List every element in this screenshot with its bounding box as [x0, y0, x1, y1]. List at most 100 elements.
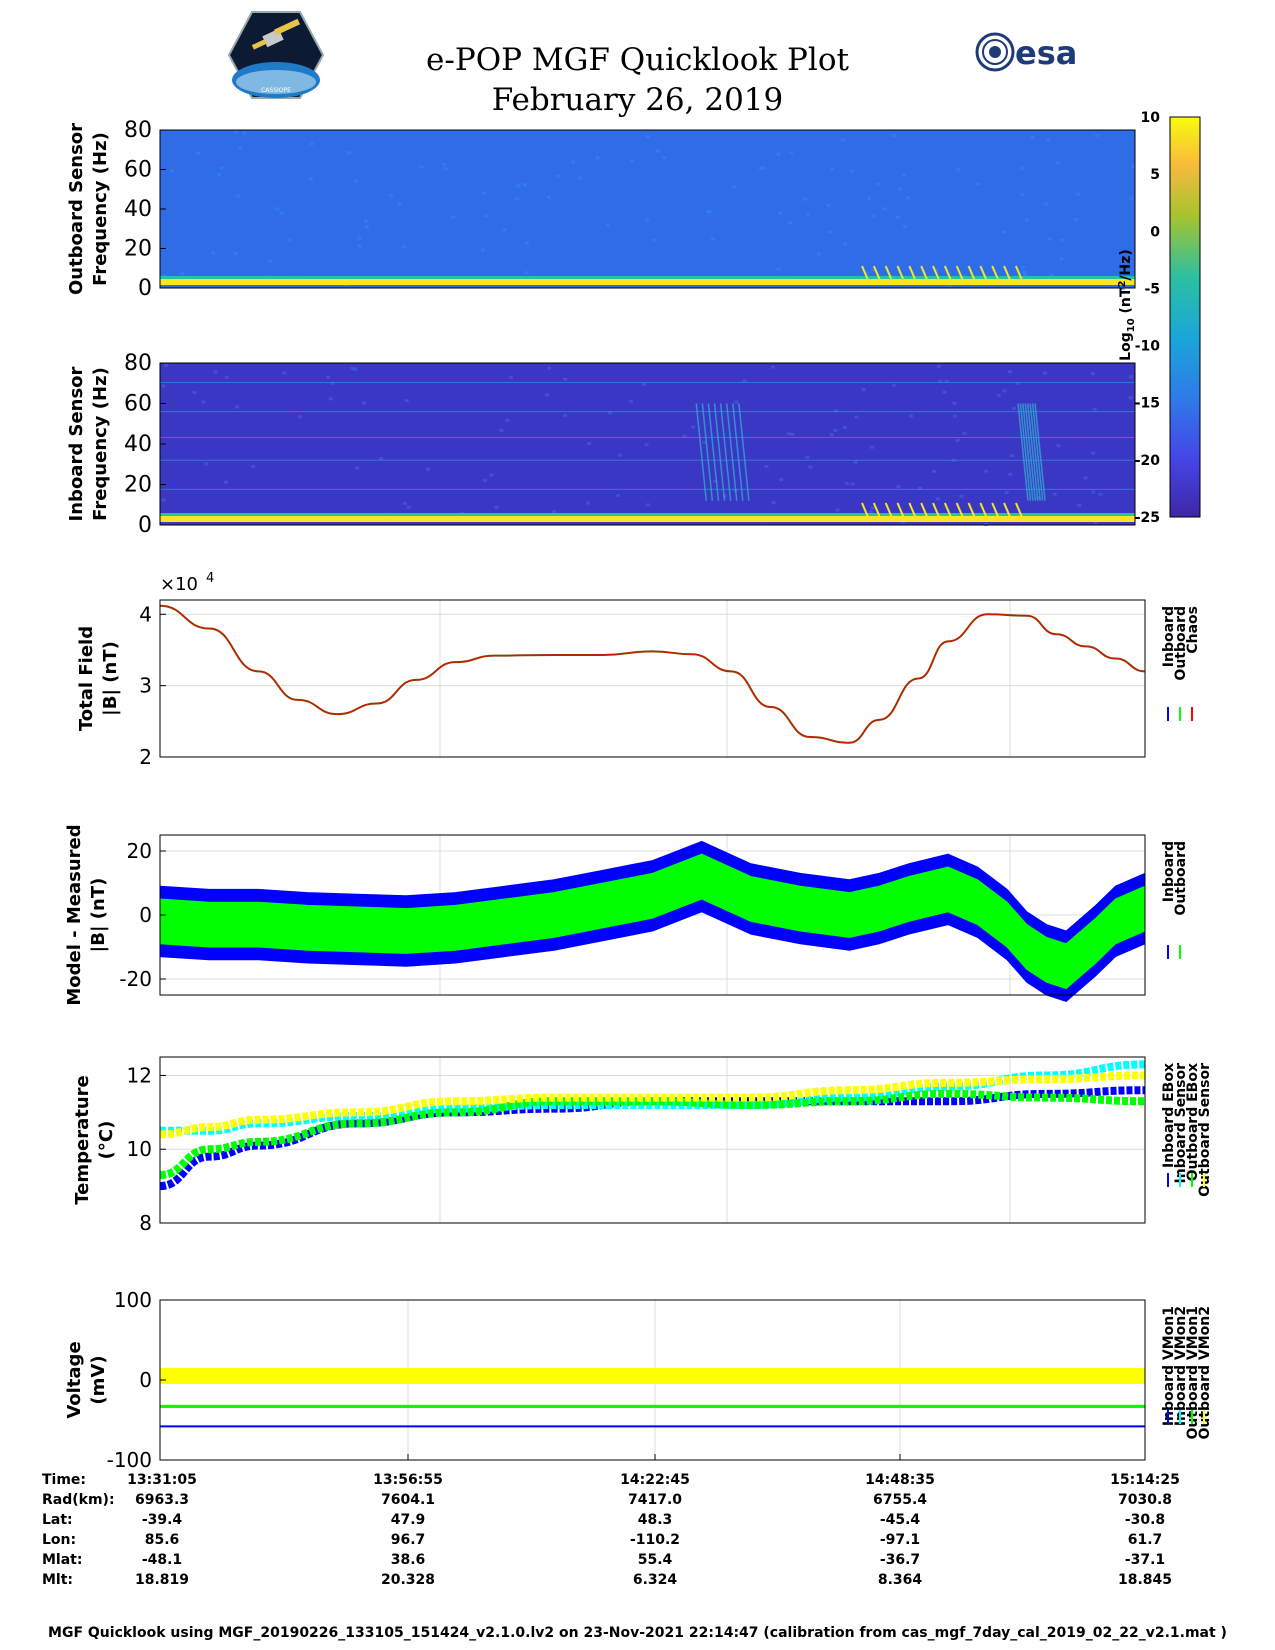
spectrogram-noise: [853, 460, 858, 464]
spectrogram-noise: [646, 503, 651, 507]
spectrogram-noise: [868, 510, 873, 514]
spectrogram-noise: [1021, 266, 1026, 270]
spectrogram-noise: [1083, 476, 1088, 480]
spectrogram-whistler: [1022, 403, 1034, 501]
spectrogram-noise: [938, 379, 943, 383]
y-tick-label: 3: [139, 674, 152, 698]
spectrogram-noise: [234, 130, 239, 134]
ephemeris-value: 85.6: [144, 1532, 180, 1548]
spectrogram-noise: [682, 434, 687, 438]
spectrogram-noise: [776, 267, 781, 271]
spectrogram-whistler: [1019, 403, 1032, 501]
spectrogram-burst: [920, 265, 929, 281]
spectrogram-noise: [1093, 520, 1098, 524]
model-minus-measured-panel: -20 0 20 Model - Measured |B| (nT) InboardOut…: [64, 824, 1189, 1005]
ephemeris-row-label: Lat:: [42, 1512, 73, 1528]
spectrogram-noise: [876, 182, 881, 186]
spectrogram-noise: [1020, 192, 1025, 196]
cassiope-logo: CASSIOPE: [228, 11, 324, 99]
ephemeris-value: -110.2: [629, 1532, 681, 1548]
spectrogram-noise: [298, 415, 303, 419]
spectrogram-burst: [955, 502, 964, 518]
spectrogram-noise: [161, 384, 166, 388]
spectrogram-whistler: [738, 403, 750, 501]
spectrogram-noise: [702, 440, 707, 444]
spectrogram-whistler: [713, 403, 726, 501]
spectrogram-noise: [419, 165, 424, 169]
spectrogram-noise: [213, 370, 218, 374]
spectrogram-burst: [861, 265, 869, 281]
spectrogram-noise: [1128, 396, 1133, 400]
spectrogram-noise: [1094, 133, 1099, 137]
spectrogram-noise: [628, 399, 633, 403]
spectrogram-burst: [1014, 265, 1023, 281]
spectrogram-noise: [778, 211, 783, 215]
spectrogram-noise: [1092, 407, 1097, 411]
spectrogram-noise: [1098, 492, 1103, 496]
colorbar-label-part: (nT: [1118, 287, 1134, 318]
spectrogram-whistler: [732, 403, 744, 501]
spectrogram-noise: [328, 397, 333, 401]
spectrogram-burst: [861, 502, 869, 518]
y-tick-label: 40: [124, 432, 152, 457]
spectrogram-noise: [830, 167, 835, 171]
spectrogram-noise: [1129, 196, 1134, 200]
spectrogram-noise: [508, 375, 513, 379]
spectrogram-noise: [361, 401, 366, 405]
spectrogram-noise: [442, 163, 447, 167]
spectrogram-noise: [275, 207, 280, 211]
spectrogram-noise: [481, 248, 486, 252]
ephemeris-row-label: Mlat:: [42, 1552, 83, 1568]
esa-logo: esa: [975, 32, 1077, 72]
spectrogram-noise: [806, 212, 811, 216]
spectrogram-noise: [1008, 472, 1013, 476]
spectrogram-noise: [217, 173, 222, 177]
spectrogram-burst: [932, 265, 940, 281]
ephemeris-value: 6.324: [632, 1572, 678, 1588]
spectrogram-noise: [1046, 138, 1051, 142]
spectrogram-noise: [425, 467, 430, 471]
spectrogram-burst: [872, 502, 881, 518]
spectrogram-whistler: [1029, 403, 1041, 501]
spectrogram-noise: [1090, 372, 1095, 376]
spectrogram-noise: [869, 445, 874, 449]
spectrogram-noise: [1007, 370, 1012, 374]
spectrogram-noise: [1077, 503, 1082, 507]
ephemeris-value: 61.7: [1127, 1532, 1163, 1548]
spectrogram-noise: [1004, 491, 1009, 495]
spectrogram-noise: [656, 149, 661, 153]
spectrogram-noise: [630, 159, 635, 163]
spectrogram-noise: [896, 215, 901, 219]
logo-left-text: CASSIOPE: [261, 87, 291, 94]
y-tick-label: 60: [124, 158, 152, 183]
y-tick-label: 2: [139, 745, 152, 769]
footer-caption: MGF Quicklook using MGF_20190226_133105_…: [48, 1625, 1227, 1641]
spectrogram-whistler: [1027, 403, 1039, 501]
y-axis-label-line2: Frequency (Hz): [90, 367, 111, 521]
spectrogram-noise: [577, 176, 582, 180]
spectrogram-noise: [164, 363, 169, 367]
colorbar-label-part: 2: [1117, 281, 1128, 288]
spectrogram-noise: [482, 191, 487, 195]
spectrogram-burst: [884, 502, 893, 518]
spectrogram-noise: [761, 166, 766, 170]
spectrogram-noise: [835, 508, 840, 512]
spectrogram-noise: [1022, 270, 1027, 274]
colorbar-tick-label: -15: [1135, 396, 1160, 412]
legend-label: Outboard: [1173, 841, 1189, 916]
spectrogram-noise: [645, 218, 650, 222]
spectrogram-noise: [932, 469, 937, 473]
spectrogram-noise: [502, 228, 507, 232]
spectrogram-burst: [967, 265, 976, 281]
spectrogram-noise: [861, 388, 866, 392]
y-axis-label-line2: Frequency (Hz): [90, 132, 111, 286]
spectrogram-noise: [854, 415, 859, 419]
spectrogram-noise: [309, 142, 314, 146]
legend-label: Outboard: [1173, 606, 1189, 681]
spectrogram-noise: [251, 464, 256, 468]
spectrogram-burst: [1003, 502, 1011, 518]
spectrogram-noise: [707, 210, 712, 214]
ephemeris-value: 55.4: [637, 1552, 673, 1568]
spectrogram-noise: [758, 166, 763, 170]
